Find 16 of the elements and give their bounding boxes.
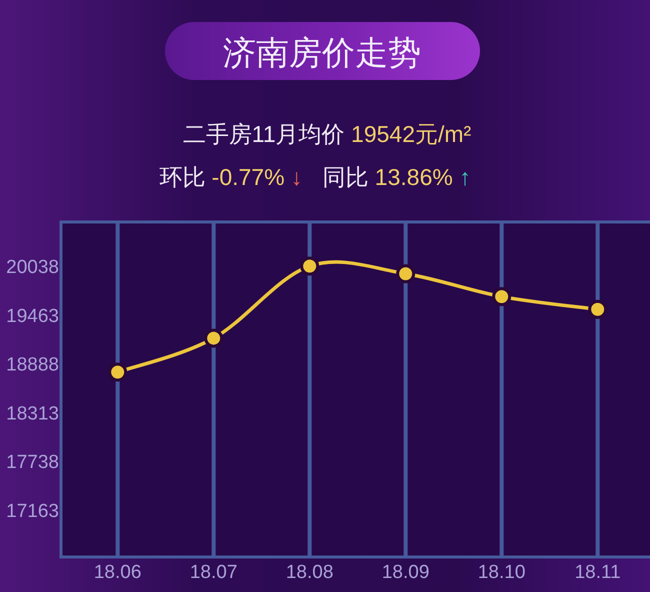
- xtick-label: 18.11: [574, 562, 621, 582]
- annotation: 环比 -0.77% ↓: [159, 164, 302, 190]
- annotation: 同比 13.86% ↑: [322, 164, 471, 190]
- ytick-label: 17163: [6, 500, 59, 522]
- xtick-label: 18.10: [478, 562, 526, 582]
- ytick-label: 17738: [6, 452, 59, 473]
- xtick-label: 18.06: [94, 562, 142, 582]
- ytick-label: 19463: [6, 305, 59, 326]
- xtick-label: 18.07: [190, 562, 238, 582]
- xtick-label: 18.08: [286, 562, 334, 582]
- xtick-label: 18.09: [382, 562, 430, 582]
- ytick-label: 20038: [6, 256, 59, 278]
- subtitle: 二手房11月均价 19542元/m²: [182, 121, 472, 147]
- ytick-label: 18888: [6, 354, 59, 376]
- ytick-label: 18313: [6, 402, 59, 424]
- title: 济南房价走势: [223, 34, 421, 70]
